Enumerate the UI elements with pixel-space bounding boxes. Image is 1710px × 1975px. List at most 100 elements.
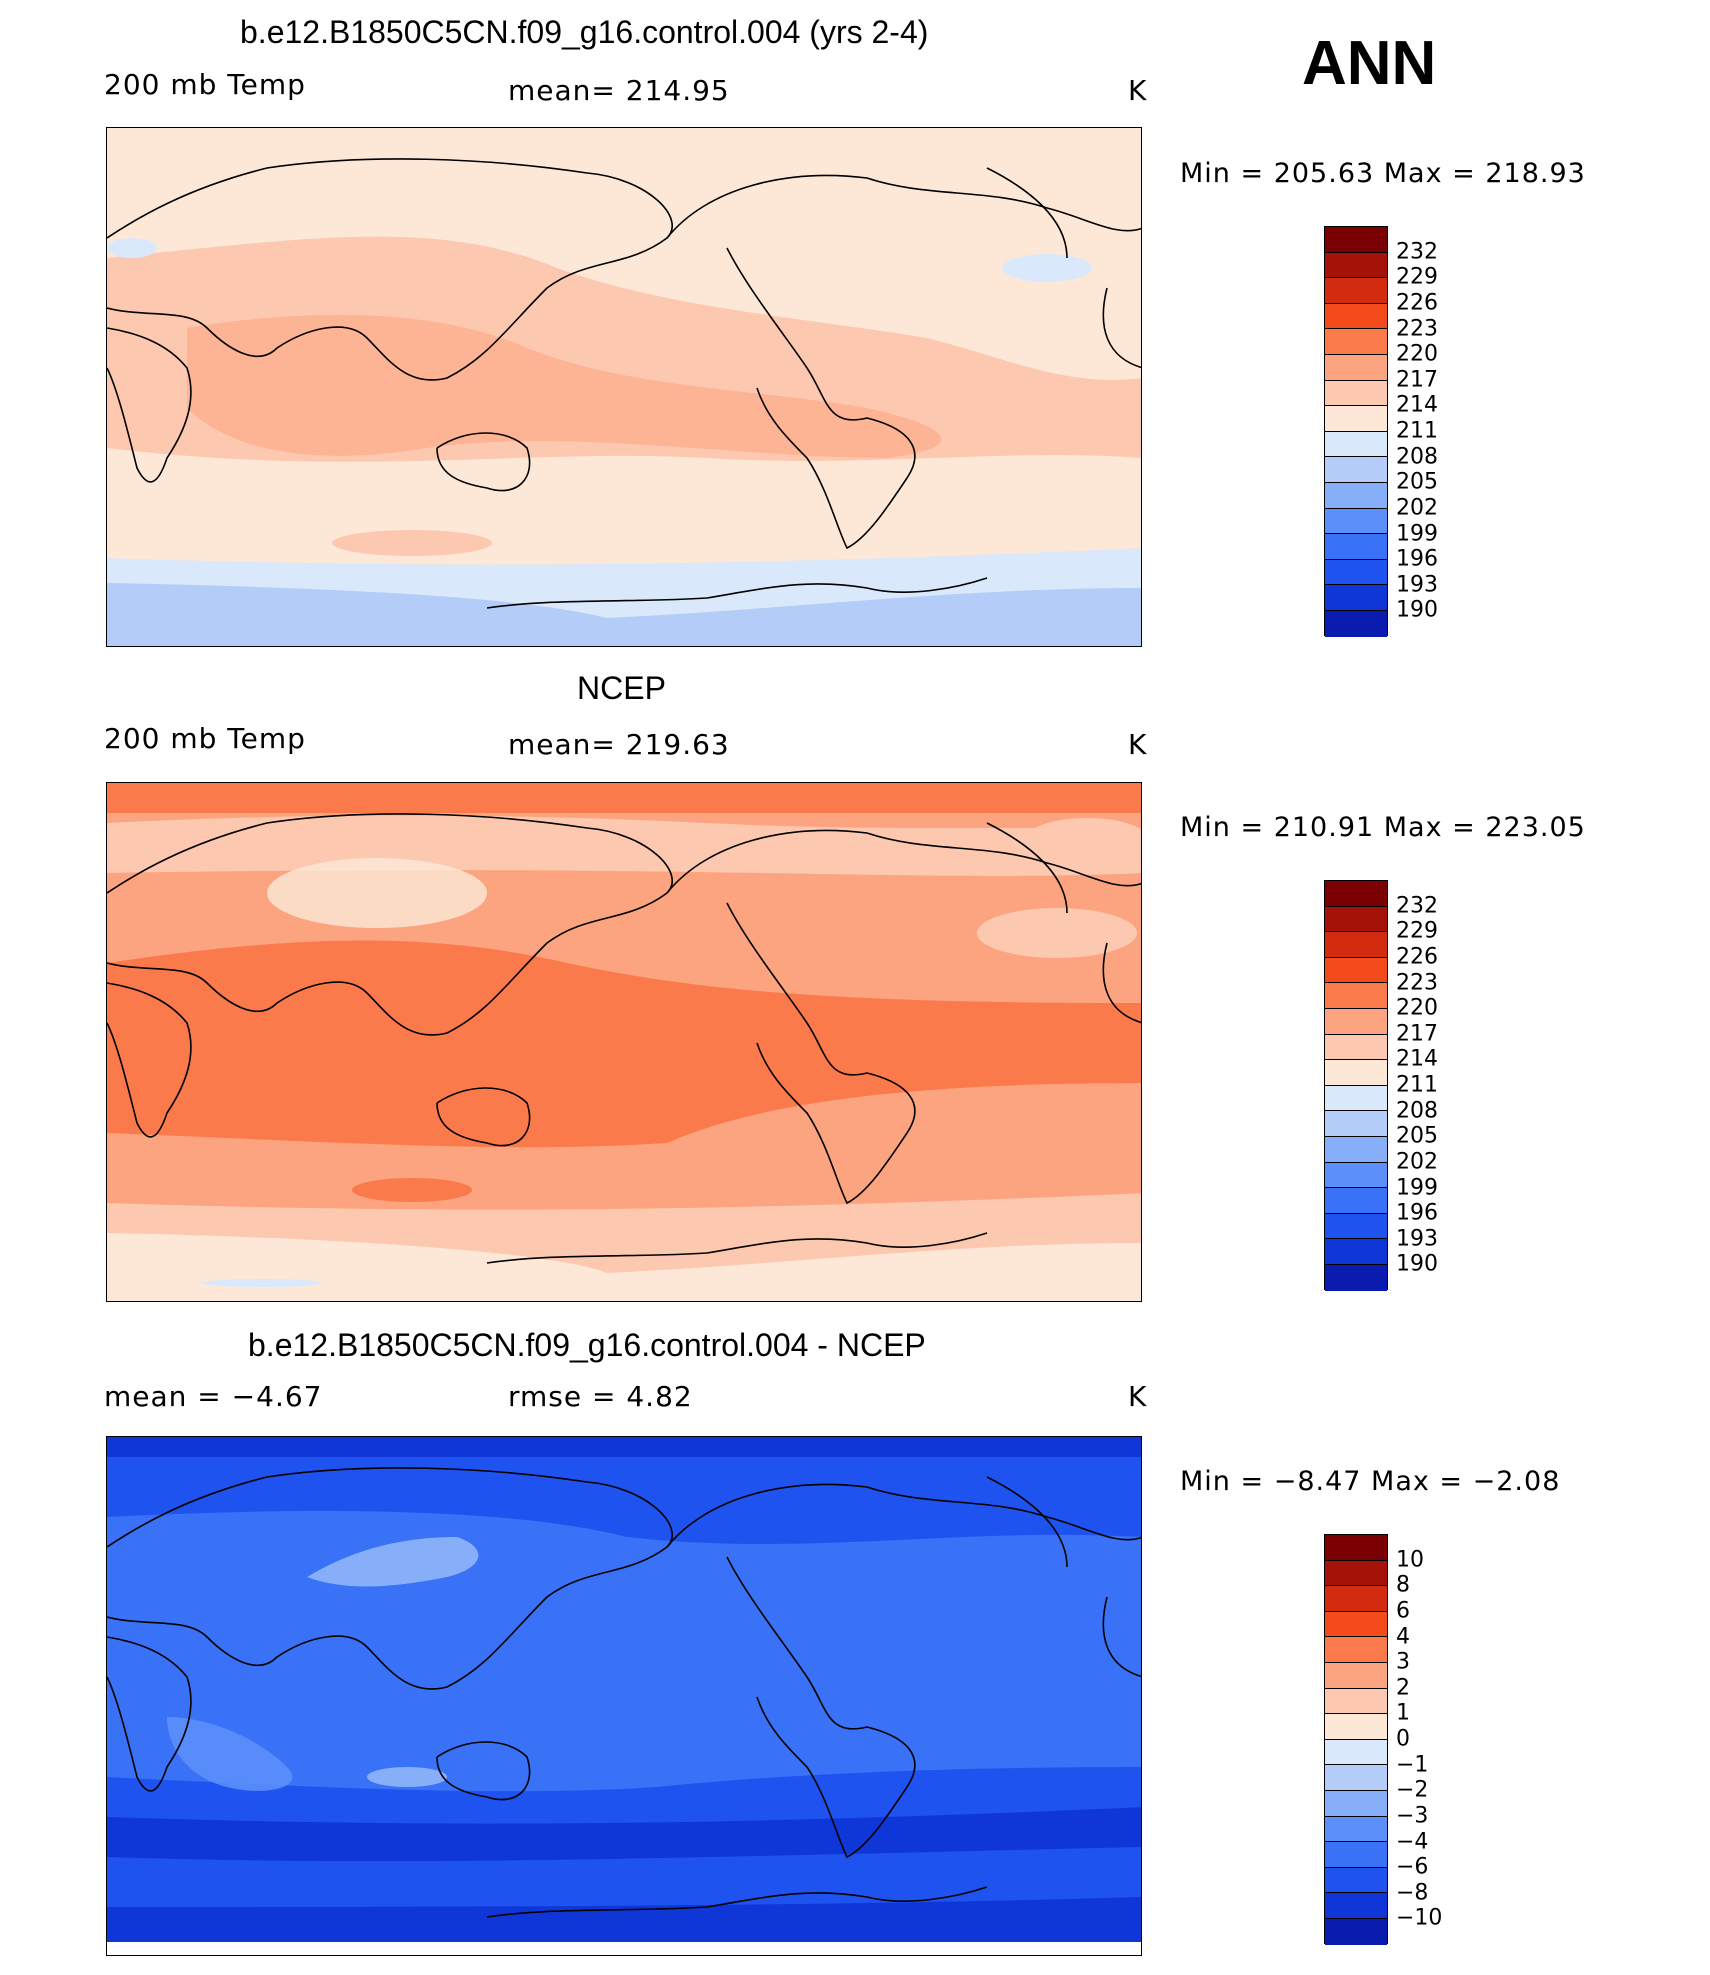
colorbar-tick-label: 214 [1396,1046,1438,1072]
panel-diff-min-max: Min = −8.47 Max = −2.08 [1180,1466,1561,1497]
colorbar-tick-label: 208 [1396,444,1438,470]
panel-model-mean-label: mean= 214.95 [508,74,730,107]
colorbar-tick-label: 202 [1396,495,1438,521]
colorbar-tick-label: 193 [1396,1226,1438,1252]
colorbar-tick-label: 220 [1396,995,1438,1021]
colorbar-segment [1325,1264,1387,1291]
colorbar-tick-label: 232 [1396,239,1438,265]
colorbar-segment [1325,1893,1387,1919]
panel-obs-min-max: Min = 210.91 Max = 223.05 [1180,812,1586,843]
colorbar-tick-label: 1 [1396,1700,1410,1726]
colorbar-segment [1325,457,1387,483]
colorbar-segment [1325,932,1387,958]
panel-diff-colorbar [1324,1534,1388,1945]
colorbar-segment [1325,380,1387,407]
colorbar-segment [1325,482,1387,509]
colorbar-segment [1325,881,1387,907]
colorbar-tick-label: 226 [1396,290,1438,316]
colorbar-segment [1325,278,1387,304]
panel-obs-mean-label: mean= 219.63 [508,728,730,761]
colorbar-segment [1325,1188,1387,1214]
colorbar-segment [1325,1560,1387,1587]
colorbar-segment [1325,431,1387,458]
colorbar-segment [1325,1765,1387,1791]
colorbar-tick-label: 3 [1396,1649,1410,1675]
colorbar-segment [1325,983,1387,1009]
colorbar-segment [1325,534,1387,560]
colorbar-tick-label: 6 [1396,1598,1410,1624]
colorbar-segment [1325,1213,1387,1240]
colorbar-tick-label: 211 [1396,1072,1438,1098]
season-label: ANN [1302,29,1437,98]
colorbar-segment [1325,1790,1387,1817]
panel-model-min-max: Min = 205.63 Max = 218.93 [1180,158,1586,189]
colorbar-tick-label: 202 [1396,1149,1438,1175]
panel-obs-units-label: K [1128,728,1148,761]
colorbar-segment [1325,329,1387,355]
colorbar-tick-label: −1 [1396,1752,1429,1778]
colorbar-segment [1325,1688,1387,1715]
colorbar-segment [1325,227,1387,253]
panel-model-colorbar [1324,226,1388,637]
colorbar-tick-label: 229 [1396,264,1438,290]
colorbar-tick-label: 190 [1396,597,1438,623]
colorbar-segment [1325,1060,1387,1086]
colorbar-tick-label: 0 [1396,1726,1410,1752]
colorbar-tick-label: 217 [1396,1021,1438,1047]
colorbar-segment [1325,1842,1387,1868]
colorbar-segment [1325,354,1387,381]
colorbar-segment [1325,1535,1387,1561]
colorbar-segment [1325,906,1387,933]
colorbar-segment [1325,1918,1387,1945]
colorbar-segment [1325,1034,1387,1061]
colorbar-tick-label: 193 [1396,572,1438,598]
colorbar-segment [1325,1136,1387,1163]
panel-diff-mean-label: mean = −4.67 [104,1380,323,1413]
colorbar-segment [1325,585,1387,611]
colorbar-segment [1325,1816,1387,1843]
colorbar-tick-label: 199 [1396,1175,1438,1200]
map-diff-contours [107,1437,1141,1955]
colorbar-segment [1325,957,1387,984]
map-obs-contours [107,783,1141,1301]
colorbar-tick-label: −8 [1396,1880,1429,1906]
colorbar-tick-label: −4 [1396,1829,1429,1854]
colorbar-tick-label: 223 [1396,970,1438,995]
colorbar-tick-label: 211 [1396,418,1438,444]
colorbar-tick-label: −2 [1396,1777,1429,1803]
colorbar-segment [1325,1867,1387,1894]
colorbar-tick-label: 190 [1396,1251,1438,1277]
map-model-contours [107,128,1141,646]
panel-obs-colorbar [1324,880,1388,1291]
colorbar-segment [1325,1586,1387,1612]
colorbar-tick-label: 205 [1396,1123,1438,1149]
panel-model-units-label: K [1128,74,1148,107]
colorbar-segment [1325,1739,1387,1766]
colorbar-segment [1325,1662,1387,1689]
colorbar-segment [1325,1637,1387,1663]
panel-diff-rmse-label: rmse = 4.82 [508,1380,693,1413]
colorbar-segment [1325,1085,1387,1112]
colorbar-segment [1325,1111,1387,1137]
colorbar-segment [1325,303,1387,330]
panel-diff-units-label: K [1128,1380,1148,1413]
colorbar-segment [1325,1162,1387,1189]
colorbar-segment [1325,252,1387,279]
panel-model-variable-label: 200 mb Temp [104,68,306,101]
colorbar-tick-label: 232 [1396,893,1438,919]
colorbar-segment [1325,406,1387,432]
colorbar-segment [1325,1008,1387,1035]
colorbar-tick-label: 229 [1396,918,1438,944]
colorbar-tick-label: −10 [1396,1905,1443,1931]
colorbar-segment [1325,559,1387,586]
colorbar-tick-label: −3 [1396,1803,1429,1829]
colorbar-tick-label: 217 [1396,367,1438,393]
panel-obs-map [106,782,1142,1302]
colorbar-tick-label: 223 [1396,316,1438,341]
colorbar-segment [1325,1611,1387,1638]
panel-diff-map [106,1436,1142,1956]
colorbar-tick-label: 220 [1396,341,1438,367]
colorbar-tick-label: 196 [1396,546,1438,572]
panel-diff-title: b.e12.B1850C5CN.f09_g16.control.004 - NC… [248,1327,926,1363]
colorbar-tick-label: 196 [1396,1200,1438,1226]
